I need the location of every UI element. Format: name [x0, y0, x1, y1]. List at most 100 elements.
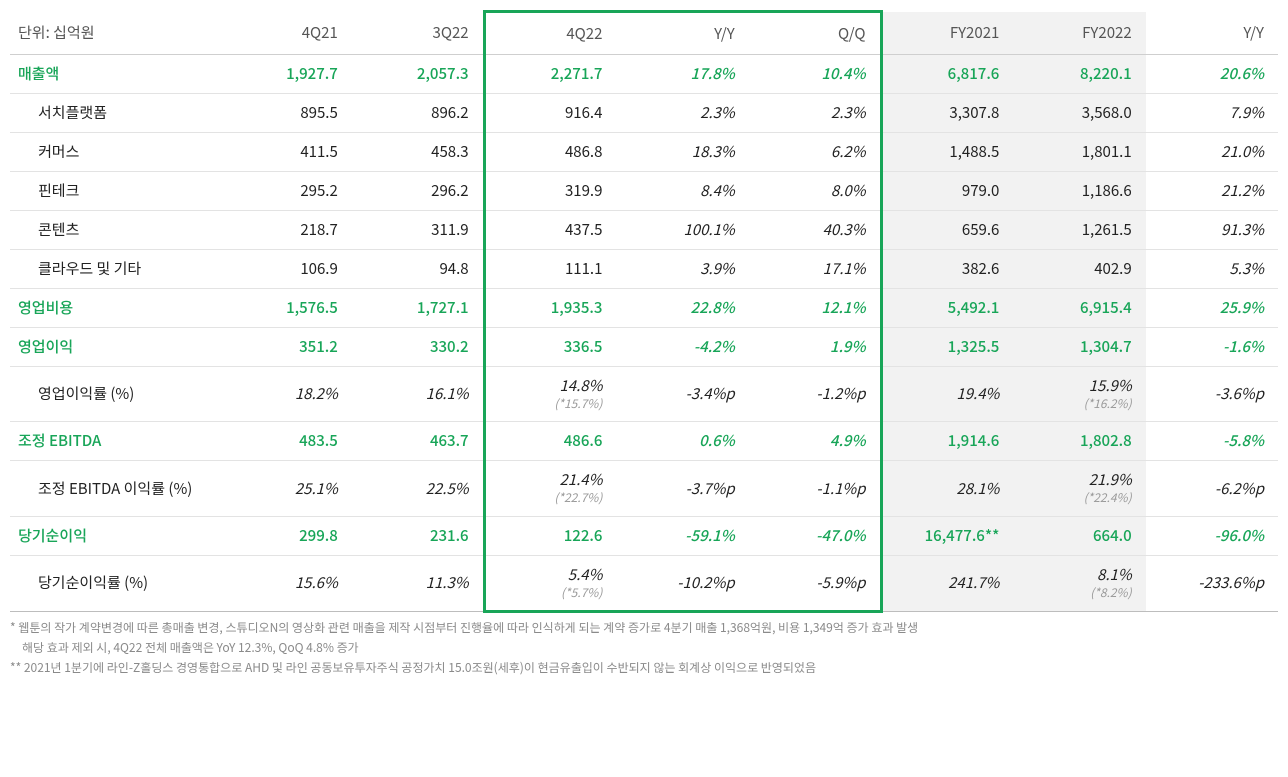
table-row: 영업이익351.2330.2336.5-4.2%1.9%1,325.51,304…	[10, 328, 1278, 367]
cell: 241.7%	[881, 555, 1013, 611]
cell-value: 1,488.5	[949, 141, 999, 162]
footnote-line: 해당 효과 제외 시, 4Q22 전체 매출액은 YoY 12.3%, QoQ …	[10, 639, 1278, 657]
cell: 659.6	[881, 211, 1013, 250]
cell: -233.6%p	[1146, 555, 1278, 611]
cell-value: -233.6%p	[1198, 572, 1264, 593]
cell-value: 6.2%	[831, 141, 866, 162]
row-label: 매출액	[10, 55, 219, 94]
table-row: 매출액1,927.72,057.32,271.717.8%10.4%6,817.…	[10, 55, 1278, 94]
table-row: 서치플랫폼895.5896.2916.42.3%2.3%3,307.83,568…	[10, 94, 1278, 133]
cell-value: -96.0%	[1214, 525, 1264, 546]
cell: 8.4%	[616, 172, 748, 211]
cell-value: 21.0%	[1221, 141, 1264, 162]
cell-value: 895.5	[300, 102, 337, 123]
row-label: 핀테크	[10, 172, 219, 211]
cell: 28.1%	[881, 461, 1013, 516]
cell: 18.2%	[219, 367, 351, 422]
cell: -5.8%	[1146, 422, 1278, 461]
cell: 1,935.3	[484, 289, 616, 328]
cell: 330.2	[352, 328, 484, 367]
cell-value: 3,307.8	[949, 102, 999, 123]
cell: 12.1%	[749, 289, 881, 328]
cell-value: -1.1%p	[816, 478, 865, 499]
cell: 895.5	[219, 94, 351, 133]
cell-value: 15.9%	[1089, 375, 1132, 396]
cell: 22.5%	[352, 461, 484, 516]
cell-value: 122.6	[564, 525, 603, 546]
cell: -1.1%p	[749, 461, 881, 516]
cell-value: 299.8	[299, 525, 338, 546]
cell-value: 916.4	[565, 102, 602, 123]
cell-value: 2.3%	[700, 102, 735, 123]
cell-value: 22.8%	[691, 297, 735, 318]
cell: 3.9%	[616, 250, 748, 289]
table-row: 커머스411.5458.3486.818.3%6.2%1,488.51,801.…	[10, 133, 1278, 172]
cell: 5.4%(*5.7%)	[484, 555, 616, 611]
cell: 6,817.6	[881, 55, 1013, 94]
cell-value: 1,802.8	[1080, 430, 1132, 451]
cell: 486.6	[484, 422, 616, 461]
cell-value: 22.5%	[426, 478, 469, 499]
cell: 40.3%	[749, 211, 881, 250]
row-label: 클라우드 및 기타	[10, 250, 219, 289]
cell-value: -6.2%p	[1215, 478, 1264, 499]
footnote-line: ** 2021년 1분기에 라인-Z홀딩스 경영통합으로 AHD 및 라인 공동…	[10, 659, 1278, 677]
cell: -3.7%p	[616, 461, 748, 516]
cell: 3,307.8	[881, 94, 1013, 133]
cell-value: 3.9%	[700, 258, 735, 279]
cell-value: 411.5	[300, 141, 337, 162]
cell-value: 8.0%	[831, 180, 866, 201]
cell-value: 296.2	[431, 180, 468, 201]
cell-value: 17.1%	[823, 258, 866, 279]
cell-value: 5,492.1	[948, 297, 1000, 318]
cell-value: 1,576.5	[286, 297, 338, 318]
cell-value: 1,304.7	[1080, 336, 1132, 357]
cell-subnote: (*22.4%)	[1021, 491, 1131, 505]
cell-value: 91.3%	[1221, 219, 1264, 240]
cell: 16,477.6**	[881, 516, 1013, 555]
cell-value: 8.4%	[700, 180, 735, 201]
cell: 295.2	[219, 172, 351, 211]
cell-value: 1,261.5	[1082, 219, 1132, 240]
cell-value: 664.0	[1093, 525, 1132, 546]
cell: 979.0	[881, 172, 1013, 211]
cell-value: 458.3	[431, 141, 468, 162]
row-label: 영업비용	[10, 289, 219, 328]
cell-value: 463.7	[430, 430, 469, 451]
cell-value: 11.3%	[426, 572, 469, 593]
cell-value: 402.9	[1094, 258, 1131, 279]
cell: 22.8%	[616, 289, 748, 328]
cell: 382.6	[881, 250, 1013, 289]
cell-value: 12.1%	[821, 297, 865, 318]
row-label: 당기순이익	[10, 516, 219, 555]
table-row: 영업비용1,576.51,727.11,935.322.8%12.1%5,492…	[10, 289, 1278, 328]
cell-value: 21.9%	[1089, 469, 1132, 490]
cell-value: 1,914.6	[948, 430, 1000, 451]
cell: 20.6%	[1146, 55, 1278, 94]
cell: -59.1%	[616, 516, 748, 555]
cell-value: 6,817.6	[948, 63, 1000, 84]
cell: 1,325.5	[881, 328, 1013, 367]
cell: 299.8	[219, 516, 351, 555]
cell-subnote: (*16.2%)	[1021, 397, 1131, 411]
cell: -1.2%p	[749, 367, 881, 422]
cell: 21.9%(*22.4%)	[1013, 461, 1145, 516]
cell-value: -10.2%p	[677, 572, 734, 593]
column-header: 4Q22	[484, 12, 616, 55]
cell: 2.3%	[616, 94, 748, 133]
cell: 1,801.1	[1013, 133, 1145, 172]
cell: 1.9%	[749, 328, 881, 367]
cell: 122.6	[484, 516, 616, 555]
cell: -10.2%p	[616, 555, 748, 611]
cell: 1,802.8	[1013, 422, 1145, 461]
cell: 7.9%	[1146, 94, 1278, 133]
table-row: 당기순이익299.8231.6122.6-59.1%-47.0%16,477.6…	[10, 516, 1278, 555]
cell-value: 486.8	[565, 141, 602, 162]
cell-value: 25.1%	[295, 478, 338, 499]
cell: 19.4%	[881, 367, 1013, 422]
cell-value: 16,477.6**	[925, 525, 1000, 546]
row-label: 조정 EBITDA 이익률 (%)	[10, 461, 219, 516]
cell-value: 1,186.6	[1082, 180, 1132, 201]
cell-value: 40.3%	[823, 219, 866, 240]
cell: 18.3%	[616, 133, 748, 172]
